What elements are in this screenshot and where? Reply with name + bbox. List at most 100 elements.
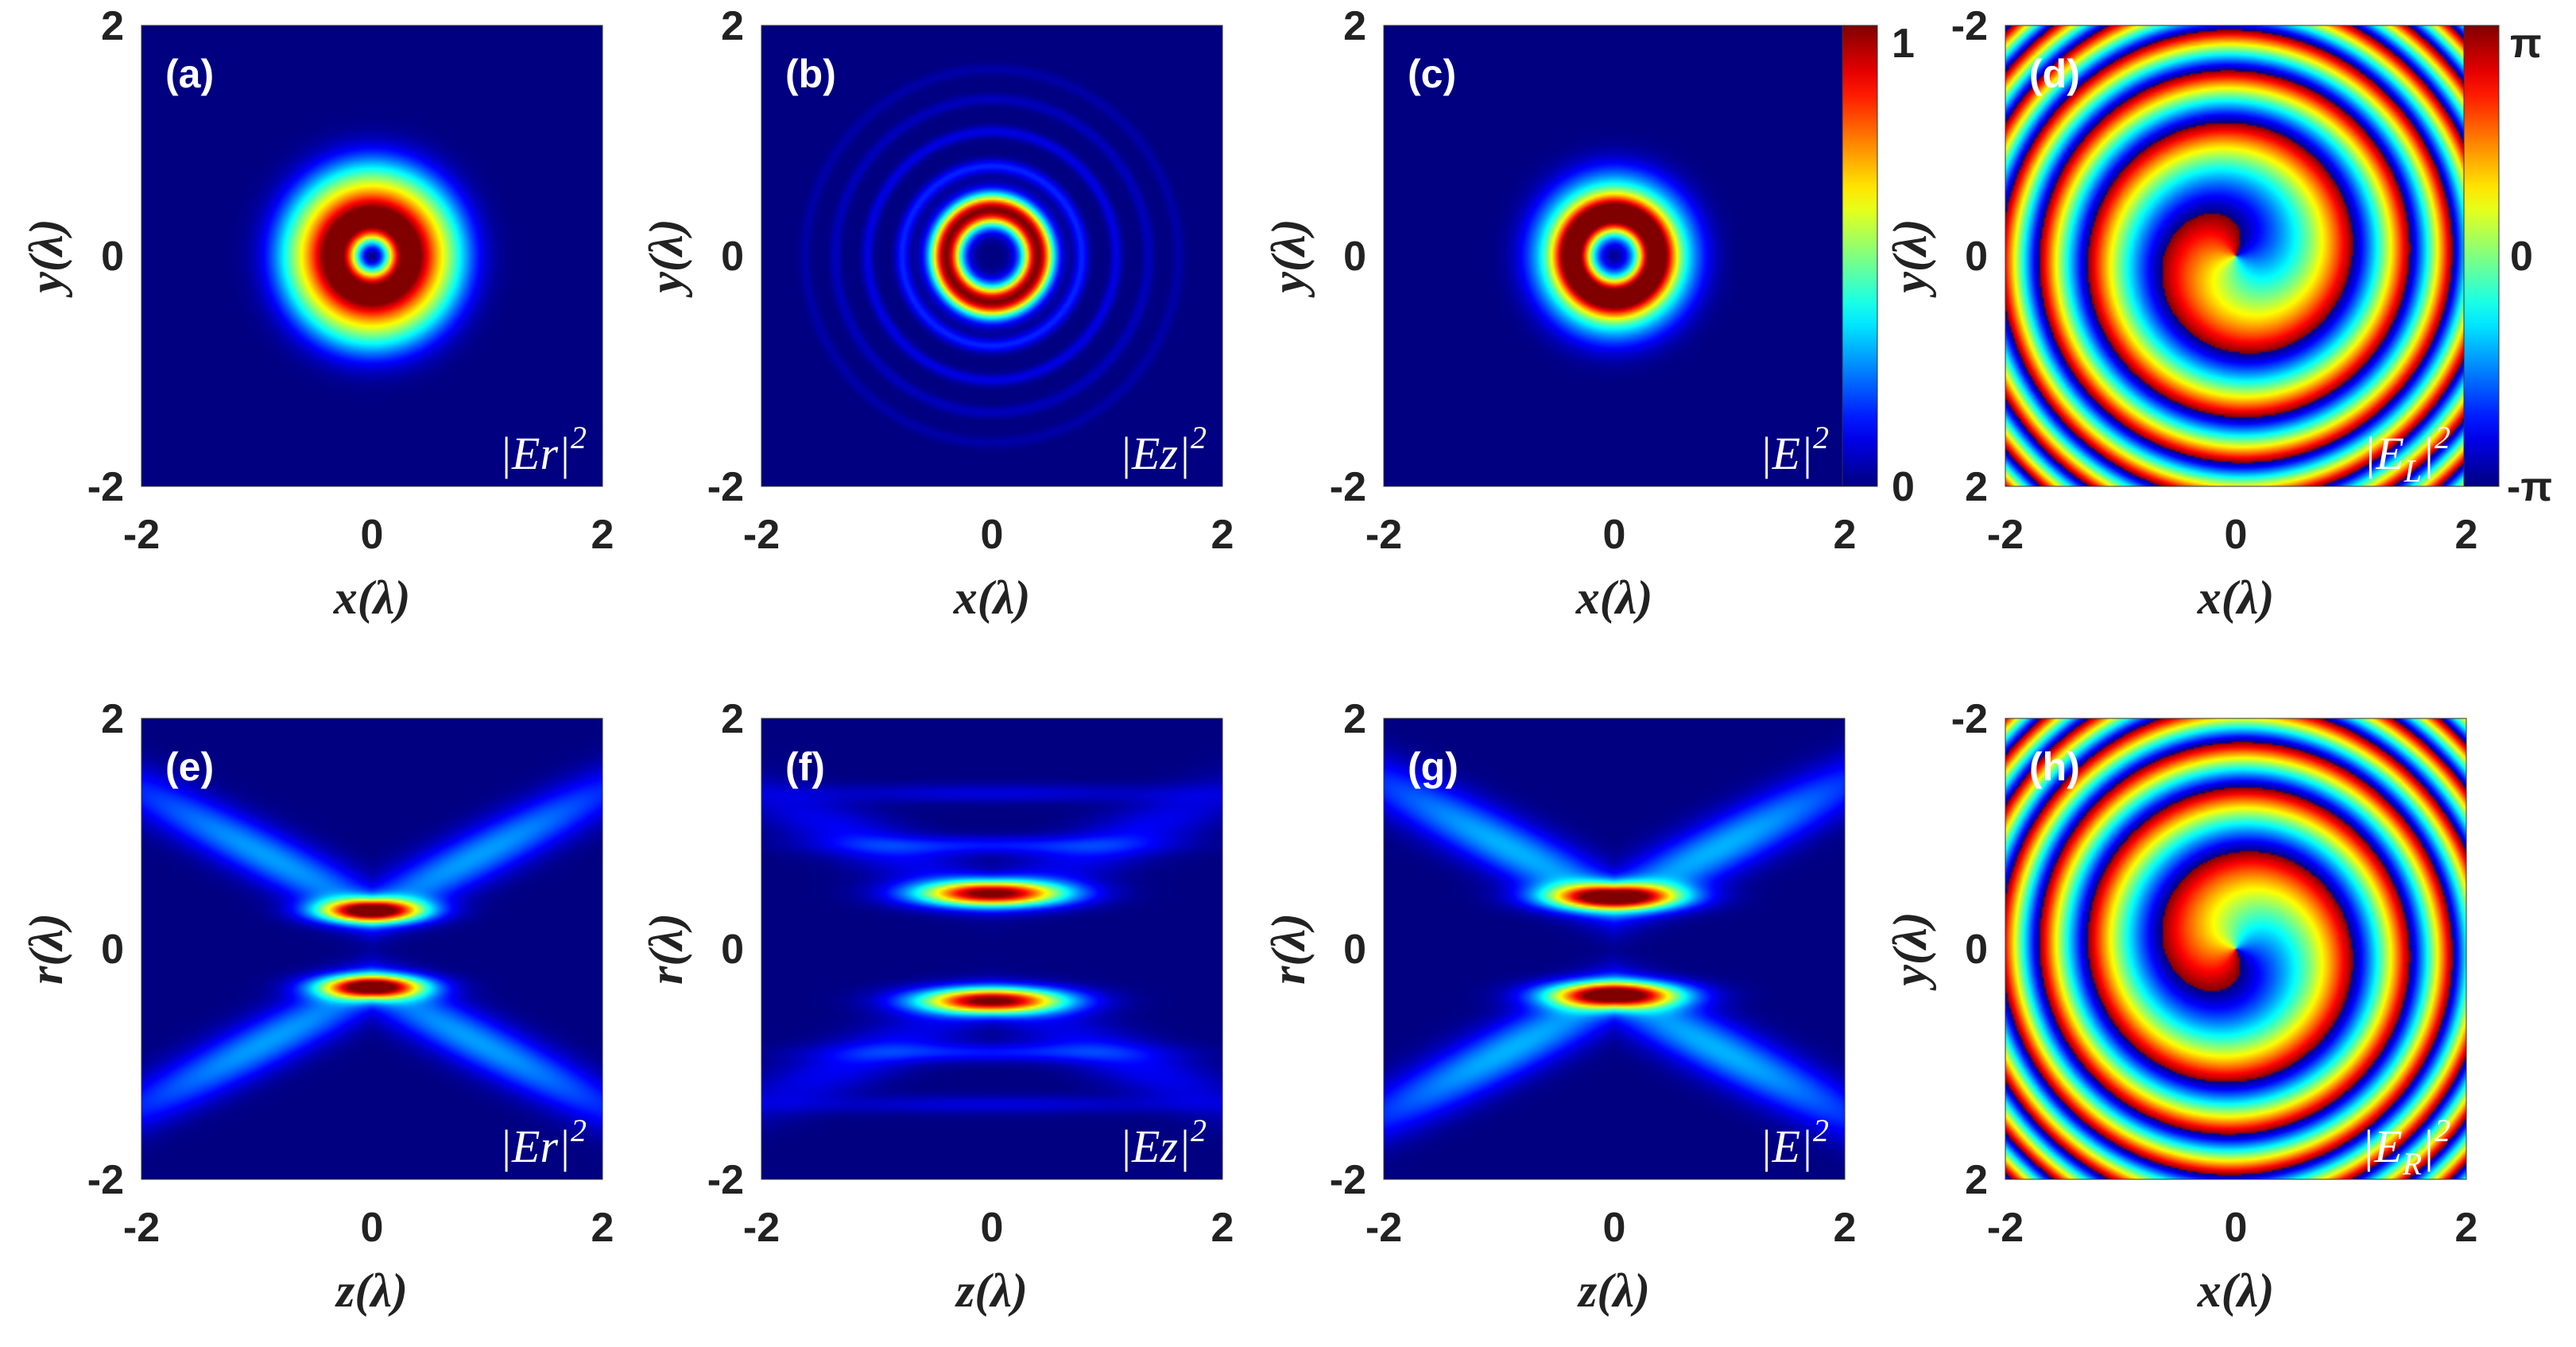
y-axis-label: r(λ) (640, 913, 692, 985)
y-tick-label: 2 (721, 696, 744, 742)
quantity-label: |Ez|2 (1119, 1113, 1207, 1172)
colorbar-min-label: -π (2507, 464, 2552, 510)
y-axis-label: r(λ) (1262, 913, 1315, 985)
x-tick-label: -2 (1987, 512, 2024, 558)
x-tick-label: -2 (1987, 1205, 2024, 1251)
y-tick-label: 2 (1343, 3, 1366, 49)
x-axis-label: x(λ) (2197, 1264, 2275, 1317)
panel-f: -2 0 220-2z(λ)r(λ)(f)|Ez|2 (640, 696, 1234, 1317)
plot-frame (761, 718, 1223, 1180)
x-tick-label: 2 (1834, 1205, 1857, 1251)
y-tick-label: -2 (707, 1157, 744, 1203)
x-tick-label: -2 (123, 1205, 160, 1251)
x-tick-label: 2 (2455, 512, 2478, 558)
heatmap-image (141, 718, 602, 1179)
y-tick-label: 0 (101, 234, 124, 280)
x-tick-label: -2 (743, 1205, 780, 1251)
panel-label: (h) (2029, 745, 2080, 789)
y-tick-label: -2 (87, 1157, 124, 1203)
quantity-label: |EL|2 (2363, 420, 2450, 489)
x-tick-label: -2 (743, 512, 780, 558)
y-axis-label: y(λ) (640, 219, 692, 297)
x-tick-label: -2 (1365, 1205, 1402, 1251)
quantity-base: |Ez| (1119, 1121, 1191, 1172)
panel-label: (c) (1408, 52, 1456, 96)
y-tick-label: -2 (1330, 1157, 1366, 1203)
y-tick-label: 2 (1965, 464, 1988, 510)
quantity-subscript: R (2402, 1146, 2422, 1182)
y-axis-label: y(λ) (1884, 912, 1936, 990)
x-tick-label: 0 (2225, 1205, 2248, 1251)
x-tick-label: 2 (1211, 512, 1234, 558)
colorbar-max-label: π (2510, 21, 2542, 67)
plot-frame (141, 718, 603, 1180)
panel-label: (f) (785, 745, 825, 789)
quantity-superscript: 2 (2435, 1113, 2450, 1148)
x-axis-label: x(λ) (1575, 571, 1653, 624)
quantity-base: |E (2361, 1121, 2402, 1172)
quantity-superscript: 2 (1191, 1113, 1207, 1148)
y-axis-label: y(λ) (20, 219, 72, 297)
y-axis-label: r(λ) (20, 913, 72, 985)
x-tick-label: 0 (1603, 1205, 1626, 1251)
heatmap-image (1384, 25, 1845, 486)
quantity-superscript: 2 (571, 420, 587, 455)
quantity-subscript: L (2404, 453, 2422, 489)
y-tick-label: 2 (1343, 696, 1366, 742)
quantity-label: |E|2 (1760, 420, 1829, 479)
colorbar-phase: π 0 -π (2463, 21, 2552, 510)
panel-b: -2 0 220-2x(λ)y(λ)(b)|Ez|2 (640, 3, 1234, 624)
quantity-superscript: 2 (1813, 420, 1829, 455)
panel-label: (e) (165, 745, 214, 789)
colorbar-gradient (1842, 25, 1878, 487)
colorbar-min-label: 0 (1892, 464, 1915, 510)
y-tick-label: 0 (101, 927, 124, 973)
quantity-superscript: 2 (1191, 420, 1207, 455)
y-tick-label: 0 (1965, 927, 1988, 973)
y-tick-label: 0 (1965, 234, 1988, 280)
quantity-superscript: 2 (1813, 1113, 1829, 1148)
x-tick-label: -2 (123, 512, 160, 558)
y-tick-label: 0 (721, 927, 744, 973)
y-axis-label: y(λ) (1884, 219, 1936, 297)
x-tick-label: 0 (361, 512, 384, 558)
quantity-base: |Ez| (1119, 428, 1191, 479)
colorbar-intensity: 10 (1842, 21, 1915, 510)
x-tick-label: 2 (591, 512, 614, 558)
y-tick-label: -2 (1330, 464, 1366, 510)
quantity-label: |Er|2 (499, 420, 587, 479)
panel-label: (a) (165, 52, 214, 96)
y-tick-label: 2 (721, 3, 744, 49)
colorbar-gradient (2463, 25, 2500, 487)
y-tick-label: -2 (1951, 696, 1988, 742)
heatmap-image (141, 25, 602, 486)
y-tick-label: 2 (1965, 1157, 1988, 1203)
x-axis-label: z(λ) (335, 1264, 408, 1317)
x-tick-label: 0 (1603, 512, 1626, 558)
quantity-superscript: 2 (2435, 420, 2450, 455)
heatmap-image (761, 25, 1222, 486)
y-tick-label: 0 (721, 234, 744, 280)
x-axis-label: x(λ) (953, 571, 1031, 624)
y-tick-label: -2 (707, 464, 744, 510)
plot-frame (761, 25, 1223, 487)
panel-label: (d) (2029, 52, 2080, 96)
colorbar-max-label: 1 (1892, 21, 1915, 67)
plot-frame (1383, 718, 1846, 1180)
quantity-base: |E (2363, 428, 2404, 479)
colorbar-mid-label: 0 (2510, 234, 2533, 280)
x-tick-label: 2 (1834, 512, 1857, 558)
x-tick-label: -2 (1365, 512, 1402, 558)
y-axis-label: y(λ) (1262, 219, 1315, 297)
quantity-label: |Er|2 (499, 1113, 587, 1172)
x-axis-label: z(λ) (955, 1264, 1028, 1317)
x-tick-label: 0 (2225, 512, 2248, 558)
x-axis-label: x(λ) (333, 571, 411, 624)
quantity-base: |Er| (499, 1121, 571, 1172)
heatmap-image (2005, 718, 2466, 1179)
y-tick-label: 0 (1343, 927, 1366, 973)
plot-frame (141, 25, 603, 487)
quantity-label: |E|2 (1760, 1113, 1829, 1172)
